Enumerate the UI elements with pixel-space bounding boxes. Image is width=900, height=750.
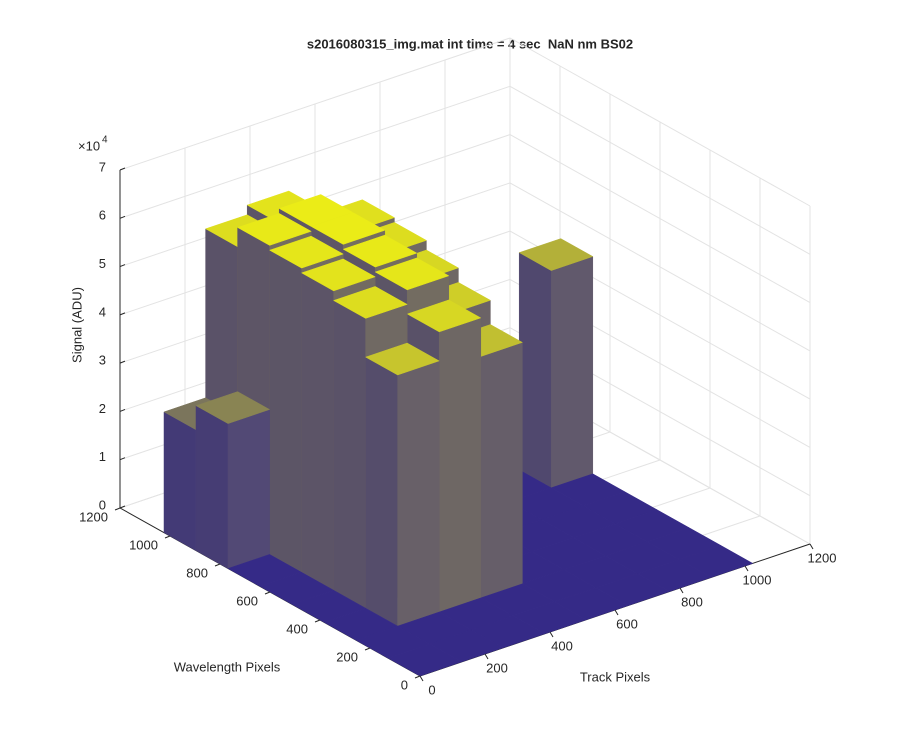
- surface-cell: [518, 238, 594, 489]
- cell-side: [227, 409, 270, 569]
- z-tick-label: 1: [99, 449, 106, 464]
- x-tick-mark: [809, 543, 814, 550]
- cell-top: [236, 213, 312, 246]
- cell-top: [332, 286, 408, 319]
- cell-top: [310, 212, 386, 245]
- y-tick-label: 400: [286, 621, 308, 636]
- x-tick-label: 800: [681, 594, 703, 609]
- x-tick-label: 600: [616, 616, 638, 631]
- z-tick-label: 7: [99, 159, 106, 174]
- z-tick-mark: [119, 408, 126, 412]
- cell-side: [438, 317, 482, 613]
- cell-top: [374, 257, 450, 291]
- y-tick-mark: [314, 619, 321, 623]
- y-tick-mark: [364, 647, 371, 651]
- surface-cell: [387, 643, 463, 677]
- surface-cell: [364, 342, 440, 627]
- y-tick-label: 1000: [129, 537, 158, 552]
- x-tick-label: 1200: [808, 550, 837, 565]
- y-tick-label: 600: [236, 593, 258, 608]
- cell-top: [406, 299, 482, 333]
- x-tick-mark: [484, 653, 489, 660]
- z-tick-label: 6: [99, 208, 106, 223]
- z-tick-label: 4: [99, 304, 106, 319]
- y-tick-mark: [264, 591, 271, 595]
- cell-top: [268, 235, 344, 269]
- cell-side: [333, 300, 366, 609]
- z-tick-label: 3: [99, 353, 106, 368]
- x-tick-mark: [549, 631, 554, 638]
- z-tick-mark: [119, 264, 126, 268]
- y-tick-label: 200: [336, 649, 358, 664]
- y-tick-label: 0: [401, 677, 408, 692]
- z-exponent-power: 4: [102, 135, 108, 146]
- cell-top: [195, 391, 271, 424]
- x-axis-label: Track Pixels: [580, 669, 651, 684]
- x-tick-mark: [744, 565, 749, 572]
- x-tick-mark: [419, 675, 424, 682]
- y-axis-label: Wavelength Pixels: [174, 659, 281, 674]
- x-tick-label: 400: [551, 638, 573, 653]
- z-tick-mark: [119, 360, 126, 364]
- z-tick-mark: [119, 215, 126, 219]
- cell-top: [364, 342, 440, 376]
- y-tick-label: 800: [186, 565, 208, 580]
- y-tick-label: 1200: [79, 509, 108, 524]
- y-tick-mark: [214, 563, 221, 567]
- z-tick-label: 2: [99, 401, 106, 416]
- cell-side: [397, 360, 440, 627]
- cell-side: [550, 256, 594, 489]
- x-tick-label: 0: [428, 682, 435, 697]
- y-tick-mark: [414, 675, 421, 679]
- grid-line: [119, 37, 811, 207]
- x-tick-label: 1000: [743, 572, 772, 587]
- surface-cell: [195, 391, 271, 569]
- cell-top: [387, 643, 463, 677]
- cell-top: [300, 258, 376, 292]
- x-tick-mark: [614, 609, 619, 616]
- z-tick-mark: [119, 505, 126, 509]
- x-tick-label: 200: [486, 660, 508, 675]
- z-exponent-base: ×10: [78, 138, 100, 153]
- cell-side: [301, 272, 334, 591]
- y-tick-mark: [114, 507, 121, 511]
- z-tick-label: 0: [99, 497, 106, 512]
- cell-side: [480, 342, 523, 599]
- cell-top: [342, 234, 418, 268]
- chart-title: s2016080315_img.mat int time = 4 sec NaN…: [307, 36, 633, 51]
- x-tick-mark: [679, 587, 684, 594]
- z-tick-mark: [119, 312, 126, 316]
- cell-side: [195, 405, 229, 569]
- cell-side: [163, 411, 197, 552]
- cell-side: [365, 356, 398, 627]
- grid-line: [119, 85, 811, 255]
- z-tick-mark: [119, 457, 126, 461]
- cell-side: [269, 249, 302, 573]
- z-axis-label: Signal (ADU): [69, 287, 84, 363]
- z-tick-mark: [119, 167, 126, 171]
- cell-side: [518, 252, 552, 489]
- cell-top: [518, 238, 594, 271]
- z-tick-label: 5: [99, 256, 106, 271]
- y-tick-mark: [164, 535, 171, 539]
